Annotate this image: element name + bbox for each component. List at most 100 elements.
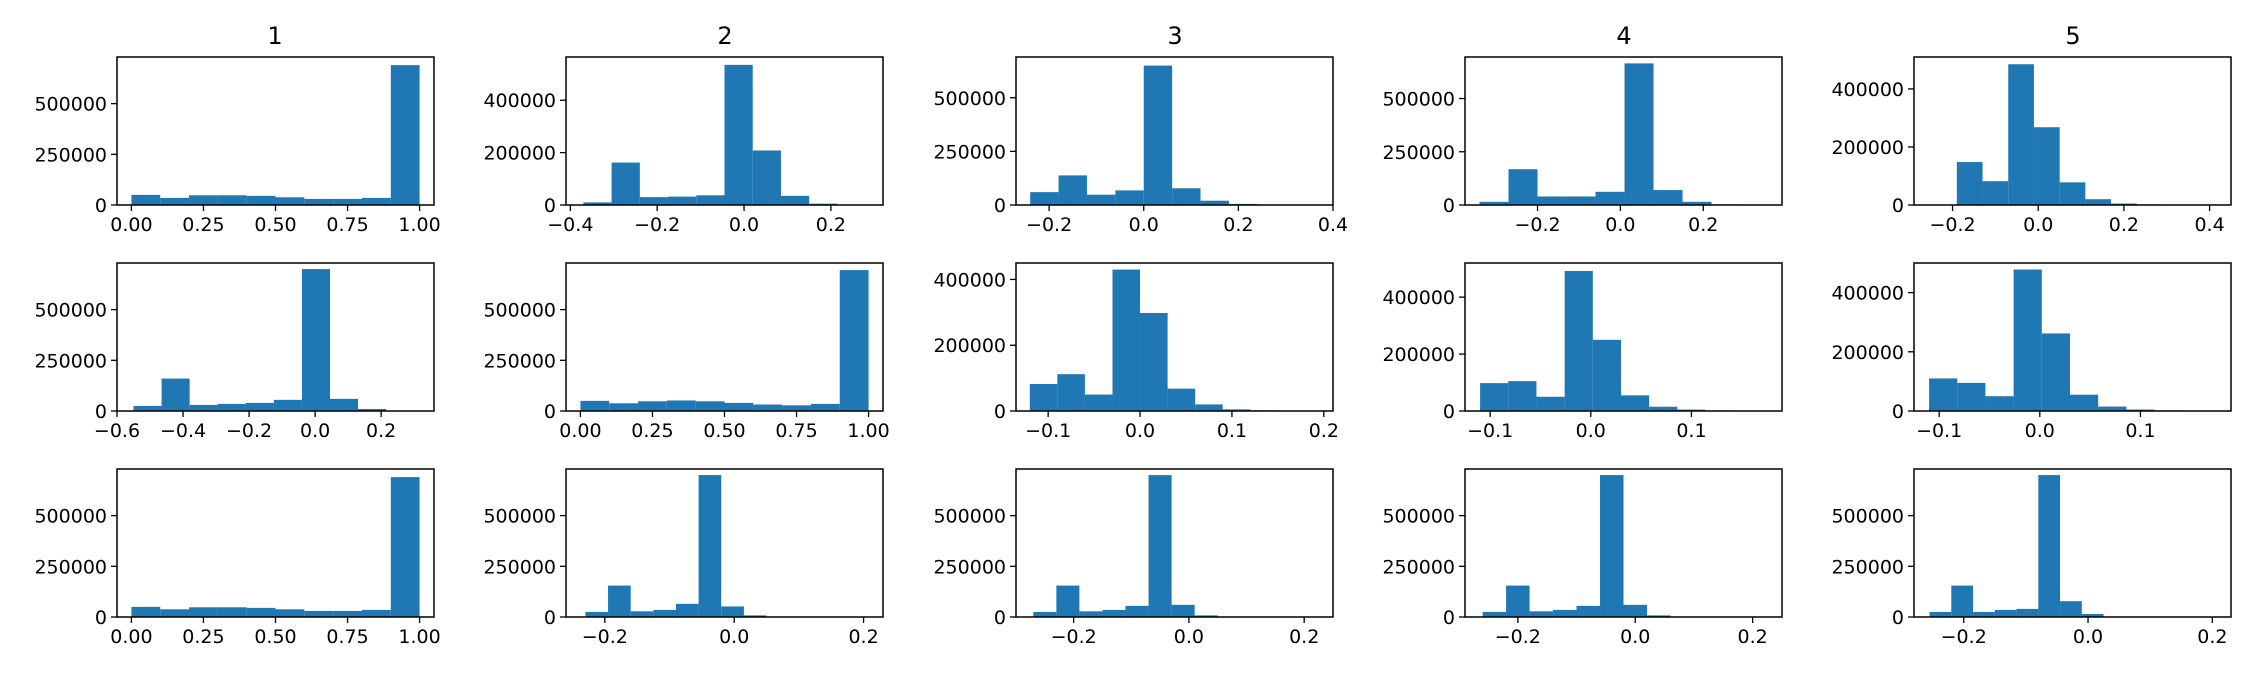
y-tick-label: 200000 [483, 143, 556, 165]
y-tick-label: 500000 [483, 506, 556, 528]
x-tick-label: −0.6 [94, 420, 140, 442]
subplot-r2-c5: −0.1 0.0 0.1 0 200000 400000 [1831, 262, 2232, 442]
axes-frame [1913, 262, 2232, 412]
histogram-bar [1140, 312, 1168, 411]
x-tick-label: −0.1 [1467, 420, 1513, 442]
y-tick-label: 0 [544, 401, 556, 423]
y-tick-label: 0 [1892, 195, 1904, 217]
y-tick-label: 0 [95, 607, 107, 629]
histogram-bar [1646, 615, 1671, 617]
subplot-r2-c3: −0.1 0.0 0.1 0.2 0 200000 400000 [933, 262, 1339, 442]
histogram-bar [1682, 201, 1712, 205]
histogram-bar [358, 408, 387, 411]
histogram-bar [1033, 611, 1057, 617]
x-tick-label: 0.2 [1223, 214, 1253, 236]
histogram-bar [1194, 615, 1218, 617]
histogram-bar [1566, 196, 1596, 205]
histogram-bar [189, 607, 218, 617]
histogram-bar [653, 609, 676, 617]
x-tick-label: −0.4 [160, 420, 206, 442]
x-tick-label: 0.00 [559, 420, 601, 442]
histogram-bar [2041, 333, 2070, 411]
histogram-bar [2016, 608, 2039, 617]
histogram-bar [668, 196, 697, 205]
x-tick-label: 0.0 [1129, 214, 1159, 236]
y-tick-label: 250000 [34, 350, 107, 372]
histogram-bar [246, 195, 276, 205]
histogram-bar [1994, 609, 2017, 617]
histogram-bar [275, 197, 305, 205]
histogram-bar [1115, 190, 1144, 205]
histogram-bar [1929, 378, 1958, 411]
x-tick-label: 0.2 [1688, 214, 1718, 236]
histogram-bar [1508, 381, 1537, 411]
x-tick-label: −0.2 [582, 626, 628, 648]
x-tick-label: 0.4 [1318, 214, 1348, 236]
y-tick-label: 0 [95, 195, 107, 217]
y-tick-label: 500000 [34, 506, 107, 528]
x-tick-label: 0.75 [326, 626, 368, 648]
axes-frame [1015, 468, 1334, 618]
histogram-bar [1982, 181, 2009, 205]
histogram-bar [390, 65, 420, 205]
x-tick-label: 0.2 [366, 420, 396, 442]
x-tick-label: −0.2 [1051, 626, 1097, 648]
histogram-bar [1649, 406, 1678, 411]
histogram-bar [630, 611, 654, 617]
histogram-bar [611, 162, 640, 205]
histogram-bar [782, 405, 811, 411]
histogram-bar [160, 609, 190, 617]
histogram-bar [609, 403, 639, 411]
y-tick-label: 0 [994, 195, 1006, 217]
y-tick-label: 0 [1892, 607, 1904, 629]
x-tick-label: 0.2 [1289, 626, 1319, 648]
histogram-bar [361, 197, 391, 205]
histogram-bar [1125, 605, 1149, 617]
axes-frame [1913, 468, 2232, 618]
histogram-bar [639, 197, 669, 205]
y-tick-label: 400000 [933, 269, 1006, 291]
y-tick-label: 0 [1443, 607, 1455, 629]
histogram-bar [1030, 192, 1059, 205]
column-titles: 1 2 3 4 5 [267, 22, 2080, 50]
x-tick-label: 0.50 [254, 626, 296, 648]
y-tick-label: 500000 [933, 506, 1006, 528]
histogram-bar [1479, 201, 1509, 205]
x-tick-label: 0.0 [2073, 626, 2103, 648]
y-tick-label: 400000 [1831, 283, 1904, 305]
histogram-bar [1143, 65, 1173, 205]
histogram-bar [1102, 609, 1126, 617]
histogram-bar [698, 475, 722, 617]
histogram-bar [304, 610, 334, 617]
histogram-bar [160, 197, 190, 205]
histogram-bar [333, 198, 362, 205]
axes-frame [1464, 56, 1783, 206]
histogram-bar [1222, 409, 1251, 411]
histogram-bar [810, 403, 840, 411]
x-tick-label: 0.0 [2023, 214, 2053, 236]
subplot-r1-c3: −0.2 0.0 0.2 0.4 0 250000 500000 [933, 56, 1348, 236]
x-tick-label: 0.25 [182, 214, 224, 236]
x-tick-label: 0.0 [729, 214, 759, 236]
histogram-bar [131, 194, 161, 205]
histogram-bar [585, 611, 609, 617]
histogram-bar [1079, 611, 1103, 617]
histogram-bar [666, 400, 696, 411]
x-tick-label: −0.4 [547, 214, 593, 236]
histogram-bar [696, 195, 725, 205]
column-title-5: 5 [2065, 22, 2080, 50]
histogram-bar [1957, 382, 1986, 411]
histogram-bar [1056, 585, 1080, 617]
histogram-bar [580, 400, 610, 411]
histogram-bar [1172, 188, 1201, 205]
x-tick-label: 0.2 [2109, 214, 2139, 236]
y-tick-label: 500000 [34, 94, 107, 116]
histogram-bar [1595, 191, 1625, 205]
histogram-bar [390, 477, 420, 617]
histogram-bar [1956, 162, 1983, 205]
histogram-bar [1086, 194, 1116, 205]
axes-frame [1464, 468, 1783, 618]
x-tick-label: −0.1 [1916, 420, 1962, 442]
histogram-bar [1929, 611, 1952, 617]
histogram-bar [1600, 475, 1624, 617]
